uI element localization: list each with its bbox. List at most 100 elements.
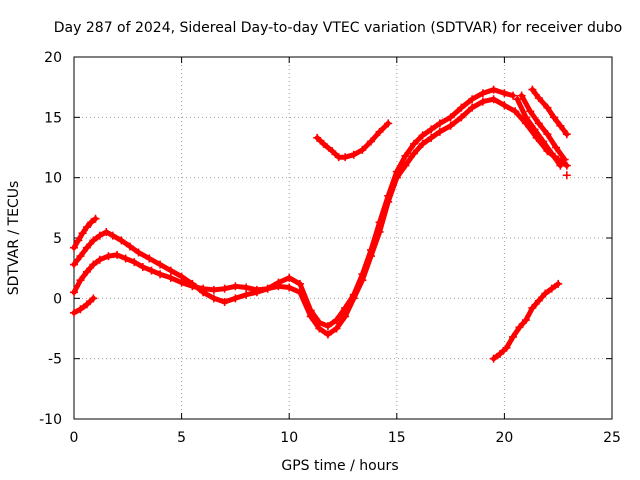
data-point: [82, 243, 91, 252]
data-point: [401, 151, 410, 160]
data-point: [332, 316, 341, 325]
data-point: [199, 288, 208, 297]
data-point: [446, 121, 455, 130]
data-point: [517, 91, 526, 100]
data-point: [121, 254, 130, 263]
series-trace-9: [562, 171, 571, 180]
data-point: [549, 113, 558, 122]
data-point: [489, 85, 498, 94]
data-point: [145, 254, 154, 263]
data-point: [313, 133, 322, 142]
series-trace-7: [517, 91, 569, 164]
data-point: [366, 137, 375, 146]
chart-title: Day 287 of 2024, Sidereal Day-to-day VTE…: [54, 20, 622, 36]
data-point: [543, 103, 552, 112]
data-point: [95, 255, 104, 264]
data-point: [418, 139, 427, 148]
data-point: [306, 306, 315, 315]
data-point: [478, 97, 487, 106]
y-tick-label: 20: [44, 50, 62, 66]
data-point: [534, 296, 543, 305]
data-point: [528, 303, 537, 312]
data-point: [427, 133, 436, 142]
data-point: [435, 127, 444, 136]
data-point: [500, 101, 509, 110]
data-point: [410, 139, 419, 148]
series-trace-5: [313, 119, 393, 162]
data-point: [242, 283, 251, 292]
data-point: [427, 125, 436, 134]
data-point: [528, 85, 537, 94]
data-point: [113, 250, 122, 259]
data-point: [358, 270, 367, 279]
data-point: [554, 279, 563, 288]
data-point: [541, 289, 550, 298]
series-trace-10: [489, 279, 563, 363]
data-point: [274, 278, 283, 287]
axis-ticks: 0 5 10 15 20 25 -10 -5 0 5 10 15 20: [39, 50, 621, 446]
data-point: [513, 95, 522, 104]
data-point: [108, 231, 117, 240]
data-point: [166, 266, 175, 275]
data-point: [502, 343, 511, 352]
data-point: [220, 297, 229, 306]
series-trace-8: [513, 95, 565, 170]
data-point: [285, 273, 294, 282]
data-point: [547, 284, 556, 293]
y-tick-label: -10: [39, 412, 62, 428]
series-trace: [529, 87, 570, 137]
data-point: [349, 290, 358, 299]
data-point: [138, 262, 147, 271]
data-point: [489, 95, 498, 104]
data-point: [70, 288, 78, 297]
data-point: [560, 155, 569, 164]
data-point: [102, 227, 111, 236]
data-point: [87, 218, 96, 227]
series-trace-4: [70, 294, 98, 317]
data-point: [89, 236, 98, 245]
data-point: [418, 131, 427, 140]
data-point: [539, 137, 548, 146]
data-point: [556, 161, 565, 170]
data-point: [74, 236, 83, 245]
data-point: [104, 252, 113, 261]
data-point: [220, 284, 229, 293]
data-point: [295, 279, 304, 288]
data-point: [349, 150, 358, 159]
series-trace-6: [528, 85, 571, 139]
x-tick-label: 0: [70, 430, 79, 446]
series-trace: [71, 87, 516, 329]
x-tick-label: 15: [388, 430, 406, 446]
y-tick-label: -5: [48, 352, 62, 368]
data-point: [231, 294, 240, 303]
data-point: [252, 288, 261, 297]
data-point: [89, 294, 98, 303]
data-point: [384, 191, 393, 200]
data-point: [242, 290, 251, 299]
data-point: [319, 139, 328, 148]
data-point: [130, 258, 139, 267]
data-point: [147, 266, 156, 275]
data-point: [156, 270, 165, 279]
data-point: [328, 147, 337, 156]
y-tick-label: 10: [44, 171, 62, 187]
data-point: [562, 171, 571, 180]
data-point: [78, 229, 87, 238]
data-point: [76, 305, 85, 314]
x-tick-label: 20: [495, 430, 513, 446]
data-point: [435, 119, 444, 128]
data-point: [500, 89, 509, 98]
data-point: [341, 153, 350, 162]
data-point: [323, 330, 332, 339]
data-point: [509, 332, 518, 341]
data-point: [209, 285, 218, 294]
series-trace: [71, 295, 96, 316]
data-point: [209, 294, 218, 303]
data-point: [76, 252, 85, 261]
data-point: [384, 119, 393, 128]
data-point: [468, 103, 477, 112]
data-points: [70, 85, 571, 363]
data-point: [125, 242, 134, 251]
series-trace-3: [70, 214, 100, 252]
